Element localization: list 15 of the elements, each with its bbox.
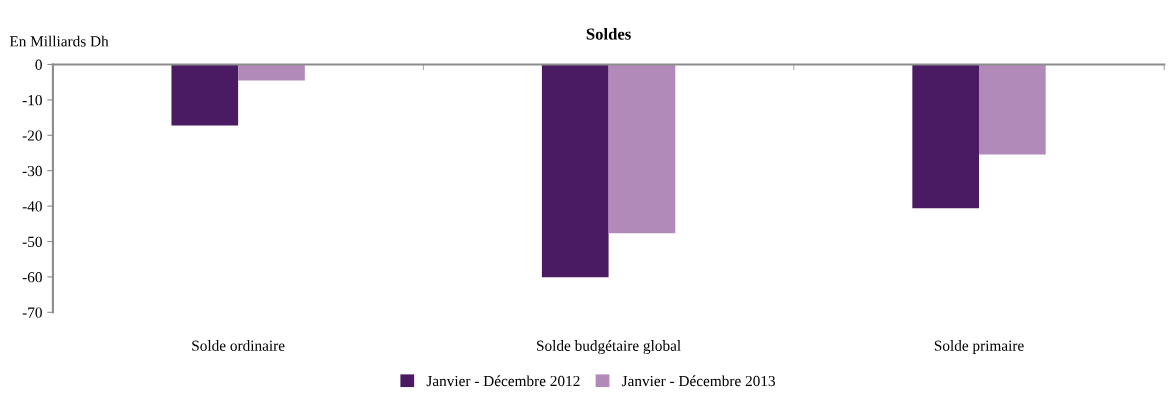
chart-title: Soldes bbox=[586, 27, 631, 40]
legend-label: Janvier - Décembre 2013 bbox=[621, 375, 775, 387]
y-axis-title: En Milliards Dh bbox=[9, 35, 109, 47]
y-tick-label: -70 bbox=[22, 307, 42, 318]
y-tick-label: -10 bbox=[22, 95, 42, 106]
x-tick-label: Solde primaire bbox=[934, 340, 1024, 354]
x-tick-label: Solde ordinaire bbox=[192, 340, 285, 351]
y-tick-label: -60 bbox=[22, 272, 42, 283]
x-tick-label: Solde budgétaire global bbox=[537, 340, 681, 355]
y-tick-label: -20 bbox=[22, 130, 42, 141]
y-tick-label: -40 bbox=[22, 201, 42, 212]
y-tick-label: -30 bbox=[22, 165, 42, 177]
legend-label: Janvier - Décembre 2012 bbox=[426, 375, 580, 387]
y-tick-label: 0 bbox=[35, 59, 42, 70]
y-tick-label: -50 bbox=[22, 236, 42, 247]
